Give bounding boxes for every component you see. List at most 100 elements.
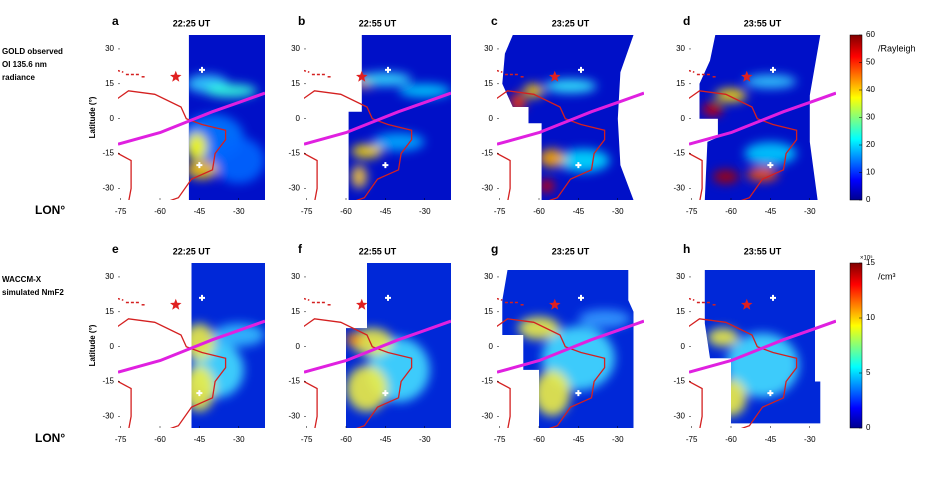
magnetic-equator [689,319,836,374]
magnetic-equator [689,91,836,146]
row-label: simulated NmF2 [2,288,64,297]
colorbar-tick-label: 0 [866,423,871,432]
panel-title: 22:25 UT [173,246,211,256]
heatmap [699,35,821,200]
heatmap [502,270,634,428]
x-tick-label: -30 [233,207,245,216]
x-tick-label: -75 [686,207,698,216]
y-tick-label: 0 [110,342,115,351]
coastline [118,380,132,428]
x-tick-label: -60 [725,207,737,216]
heatmap-blobs [702,74,797,184]
overlay [689,294,836,428]
colorbar-tick-label: 30 [866,113,875,122]
station-star [549,70,561,82]
heatmap-blob [212,323,265,347]
y-tick-label: -30 [288,411,300,420]
panel-title: 22:25 UT [173,18,211,28]
x-tick-label: -45 [380,435,392,444]
map-panel [497,270,644,428]
x-tick-label: -75 [115,207,127,216]
overlay [689,66,836,200]
map-panel [497,35,644,200]
magnetic-equator [497,319,644,374]
colorbar-tick-label: 5 [866,368,871,377]
panel-title: 22:55 UT [359,18,397,28]
colorbar-tick-label: 0 [866,195,871,204]
heatmap-blobs [188,74,265,184]
station-star [741,298,753,310]
y-tick-label: -30 [102,183,114,192]
station-marker [767,390,774,397]
x-tick-label: -45 [765,207,777,216]
colorbar [849,262,863,429]
station-marker [199,66,205,73]
y-tick-label: 15 [291,307,300,316]
heatmap-blob [191,365,215,412]
heatmap-blob [557,148,610,172]
heatmap-blob [188,132,208,161]
heatmap-bg [502,35,634,200]
heatmap-blob [715,88,747,103]
row-label: GOLD observed [2,47,63,56]
y-tick-label: 0 [681,342,686,351]
x-tick-label: -30 [804,207,816,216]
panel-letter: e [112,242,119,256]
x-tick-label: -60 [533,207,545,216]
x-tick-label: -60 [154,435,166,444]
x-tick-label: -75 [494,435,506,444]
y-tick-label: 0 [296,114,301,123]
overlay [304,294,451,428]
heatmap-bg [348,35,451,200]
x-tick-label: -30 [419,207,431,216]
heatmap [188,35,265,200]
island [689,69,695,73]
y-tick-label: 15 [676,79,685,88]
magnetic-equator [118,319,265,374]
colorbar-unit: /cm³ [878,271,896,281]
y-tick-label: 15 [291,79,300,88]
overlay [118,66,265,200]
coastline [118,90,227,200]
heatmap-blob [346,332,362,347]
y-tick-label: 30 [105,44,114,53]
panel-letter: h [683,242,690,256]
heatmap-blobs [191,323,265,412]
magnetic-equator [497,91,644,146]
y-tick-label: -15 [481,377,493,386]
station-marker [382,162,389,169]
station-star [170,70,182,82]
coastline [497,318,606,428]
y-tick-label: 0 [489,342,494,351]
panel-letter: g [491,242,498,256]
coastline [304,90,413,200]
map-panel [689,270,836,428]
map-panel [304,263,451,428]
y-tick-label: 30 [484,272,493,281]
x-tick-label: -45 [194,435,206,444]
heatmap-blob [539,179,555,193]
coastline [304,380,318,428]
y-tick-label: 0 [296,342,301,351]
lon-label: LON° [35,431,65,445]
colorbar-tick-label: 10 [866,313,875,322]
row-label: WACCM-X [2,275,42,284]
heatmap [191,263,265,428]
overlay [304,66,451,200]
y-tick-label: 30 [105,272,114,281]
y-tick-label: -15 [288,377,300,386]
coastline [497,380,511,428]
heatmap-blob [510,93,526,112]
colorbar-tick-label: 15 [866,258,875,267]
colorbar-tick-label: 50 [866,58,875,67]
coastline [689,318,798,428]
x-tick-label: -60 [340,435,352,444]
station-marker [770,294,776,301]
coastline [497,152,511,200]
y-tick-label: -30 [673,411,685,420]
magnetic-equator [118,91,265,146]
y-axis-label: Latitude (°) [88,96,97,138]
colorbar-tick-label: 10 [866,168,875,177]
x-tick-label: -60 [725,435,737,444]
y-tick-label: -30 [481,411,493,420]
